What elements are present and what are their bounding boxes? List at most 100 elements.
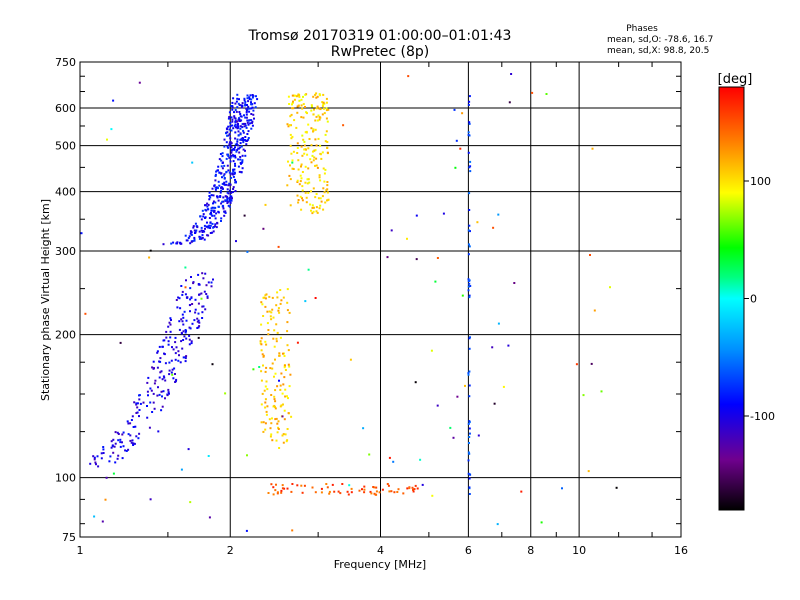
data-point (274, 389, 277, 392)
data-point (220, 186, 222, 189)
data-point (230, 116, 233, 119)
data-point (477, 434, 480, 437)
data-point (193, 236, 196, 239)
data-point (468, 436, 471, 438)
data-point (312, 95, 315, 98)
data-point (202, 215, 205, 218)
data-point (167, 325, 170, 328)
data-point (196, 317, 199, 320)
data-point (180, 285, 183, 287)
data-point (304, 181, 307, 184)
data-point (229, 121, 232, 124)
data-point (117, 454, 120, 457)
data-point (119, 441, 122, 444)
data-point (467, 373, 470, 376)
data-point (175, 346, 178, 349)
data-point (234, 181, 237, 184)
data-point (142, 401, 145, 404)
data-point (260, 343, 263, 346)
data-point (100, 457, 103, 460)
data-point (469, 285, 472, 287)
data-point (263, 296, 266, 299)
data-point (284, 388, 287, 391)
data-point (276, 491, 279, 494)
data-point (277, 307, 280, 310)
data-point (250, 107, 253, 110)
data-point (308, 181, 311, 184)
data-point (323, 172, 326, 175)
chart-title: Tromsø 20170319 01:00:00–01:01:43 (248, 28, 512, 44)
data-point (361, 488, 363, 491)
data-point (291, 159, 294, 162)
data-point (251, 120, 254, 123)
data-point (191, 303, 194, 305)
data-point (206, 205, 209, 208)
data-point (277, 428, 280, 430)
data-point (264, 340, 267, 343)
data-point (467, 451, 470, 454)
data-point (274, 358, 276, 361)
data-point (317, 137, 320, 140)
y-tick-label: 200 (55, 329, 76, 342)
data-point (275, 340, 278, 343)
data-point (211, 214, 214, 217)
data-point (271, 296, 274, 299)
data-point (234, 137, 237, 140)
data-point (386, 256, 389, 259)
data-point (406, 237, 408, 240)
colorbar-label: [deg] (718, 72, 753, 87)
data-point (253, 102, 256, 105)
data-point (275, 337, 278, 340)
data-point (153, 367, 155, 370)
data-point (467, 253, 470, 256)
data-point (228, 111, 231, 114)
data-point (299, 180, 302, 183)
data-point (215, 212, 218, 215)
data-point (312, 206, 315, 209)
data-point (220, 220, 222, 222)
data-point (138, 398, 141, 401)
data-point (105, 476, 108, 479)
data-point (243, 99, 246, 102)
data-point (172, 348, 175, 351)
data-point (316, 119, 319, 122)
data-point (121, 457, 124, 460)
data-point (247, 138, 250, 141)
data-point (309, 203, 312, 206)
data-point (216, 196, 219, 199)
data-point (193, 239, 196, 242)
data-point (326, 184, 329, 187)
data-point (272, 316, 275, 319)
data-point (419, 458, 422, 461)
data-point (269, 315, 272, 318)
colorbar-tick-label: 100 (750, 175, 771, 188)
data-point (260, 323, 263, 326)
data-point (108, 460, 111, 463)
data-point (84, 312, 87, 315)
data-point (265, 380, 268, 383)
data-point (233, 171, 236, 174)
data-point (168, 321, 171, 324)
data-point (221, 204, 224, 207)
data-point (160, 390, 163, 393)
data-point (497, 322, 500, 325)
data-point (223, 183, 226, 186)
data-point (306, 182, 309, 185)
data-point (306, 153, 309, 156)
data-point (492, 226, 495, 229)
data-point (129, 439, 132, 442)
data-point (122, 445, 125, 448)
data-point (467, 422, 470, 425)
data-point (325, 117, 328, 120)
data-point (224, 199, 227, 202)
data-point (322, 187, 325, 190)
data-point (468, 121, 471, 124)
data-point (234, 123, 237, 126)
data-point (326, 147, 329, 149)
data-point (317, 114, 320, 117)
data-point (268, 310, 271, 313)
axis-ticks: 1 2 4 6 8 10 16 75 100 200 300 400 500 600 750 (55, 56, 688, 557)
data-point (271, 308, 274, 311)
data-point (326, 120, 329, 123)
data-point (176, 241, 179, 244)
